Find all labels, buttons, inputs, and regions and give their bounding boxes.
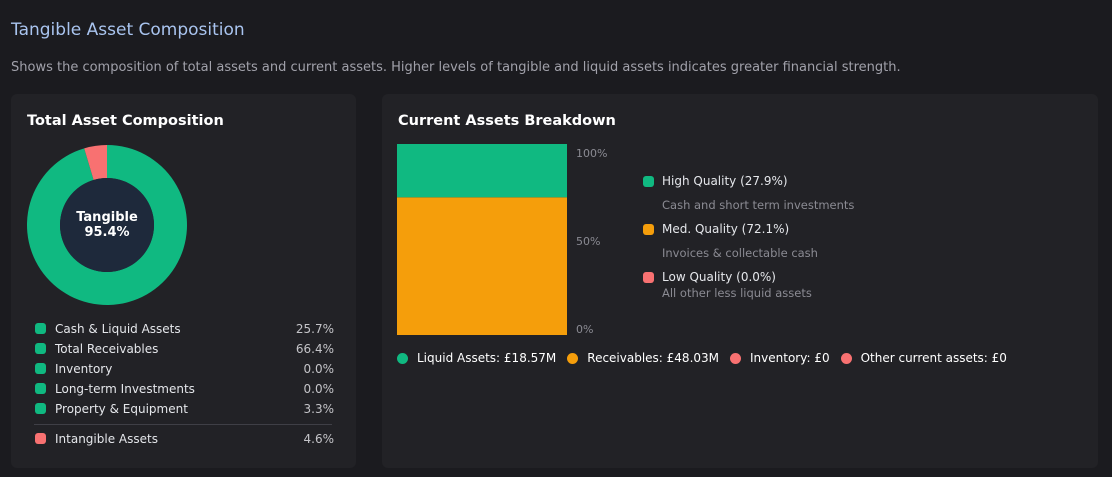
asset-legend: Cash & Liquid Assets 25.7% Total Receiva… [34,319,334,449]
legend-row-inventory: Inventory 0.0% [34,359,334,379]
legend-row-cash: Cash & Liquid Assets 25.7% [34,319,334,339]
y-tick-100: 100% [576,147,608,160]
quality-item-medium: Med. Quality (72.1%) Invoices & collecta… [642,222,942,270]
legend-value: 3.3% [303,402,335,416]
y-tick-50: 50% [576,235,601,248]
legend-value: 25.7% [295,322,334,336]
quality-desc: Cash and short term investments [662,198,855,212]
legend-row-receivables: Total Receivables 66.4% [34,339,334,359]
legend-dot [730,352,742,364]
legend-item-liquid: Liquid Assets: £18.57M [397,351,556,365]
page-description: Shows the composition of total assets an… [11,60,901,75]
page-title: Tangible Asset Composition [11,20,245,40]
donut-slice-tangible [27,145,187,305]
legend-item-other: Other current assets: £0 [840,351,1007,365]
legend-value: 4.6% [303,432,335,446]
legend-text: Other current assets: £0 [860,351,1007,365]
donut-slice-intangible-assets [84,145,107,180]
legend-item-receivables: Receivables: £48.03M [567,351,719,365]
legend-label: Long-term Investments [55,382,195,396]
legend-dot [840,352,852,364]
legend-divider [34,424,332,425]
legend-row-intangible: Intangible Assets 4.6% [34,429,334,449]
quality-item-high: High Quality (27.9%) Cash and short term… [642,174,942,222]
legend-item-inventory: Inventory: £0 [730,351,830,365]
total-asset-card: Total Asset Composition Tangible 95.4% C… [11,94,356,468]
legend-swatch [35,363,46,374]
donut-center-label: Tangible 95.4% [61,210,153,240]
tangible-donut-chart [27,145,187,305]
quality-legend: High Quality (27.9%) Cash and short term… [642,174,942,310]
legend-swatch [35,433,46,444]
current-assets-legend: Liquid Assets: £18.57M Receivables: £48.… [397,350,1018,366]
legend-text: Liquid Assets: £18.57M [417,351,557,365]
legend-label: Intangible Assets [55,432,158,446]
quality-desc: Invoices & collectable cash [662,246,818,260]
legend-swatch [35,383,46,394]
current-assets-stacked-bar [397,144,567,335]
legend-swatch [35,343,46,354]
legend-label: Cash & Liquid Assets [55,322,181,336]
legend-dot [567,352,579,364]
legend-label: Property & Equipment [55,402,188,416]
legend-swatch [643,272,654,283]
legend-text: Receivables: £48.03M [587,351,720,365]
bar-segment-med-quality [397,197,567,335]
quality-item-low: Low Quality (0.0%) All other less liquid… [642,270,942,310]
legend-swatch [35,323,46,334]
bar-segment-high-quality [397,144,567,198]
legend-dot [397,352,408,364]
legend-swatch [643,224,654,235]
legend-value: 0.0% [303,362,335,376]
legend-value: 66.4% [295,342,334,356]
current-assets-title: Current Assets Breakdown [398,113,616,129]
legend-swatch [643,176,654,187]
quality-label: Low Quality (0.0%) [662,270,776,284]
current-assets-card: Current Assets Breakdown 100% 50% 0% Hig… [382,94,1098,468]
legend-label: Total Receivables [55,342,159,356]
legend-text: Inventory: £0 [750,351,830,365]
quality-label: Med. Quality (72.1%) [662,222,790,236]
quality-label: High Quality (27.9%) [662,174,788,188]
legend-swatch [35,403,46,414]
y-tick-0: 0% [576,323,594,336]
legend-label: Inventory [55,362,113,376]
legend-row-property: Property & Equipment 3.3% [34,399,334,419]
legend-row-investments: Long-term Investments 0.0% [34,379,334,399]
donut-center-value: 95.4% [84,225,130,240]
quality-desc: All other less liquid assets [662,286,812,300]
donut-center-circle [60,178,154,272]
donut-center-title: Tangible [76,210,138,225]
legend-value: 0.0% [303,382,335,396]
total-asset-title: Total Asset Composition [27,113,224,129]
